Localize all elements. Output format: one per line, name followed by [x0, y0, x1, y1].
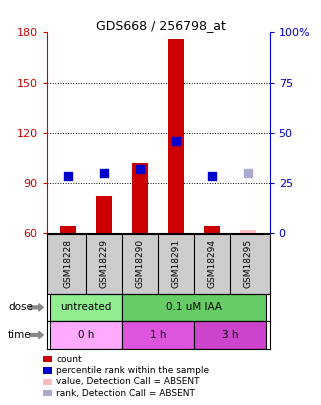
Text: untreated: untreated [60, 303, 112, 312]
Text: 1 h: 1 h [150, 330, 166, 340]
Bar [194, 321, 266, 349]
Bar [122, 321, 194, 349]
Bar [204, 226, 220, 233]
Text: count: count [56, 355, 82, 364]
Point [174, 138, 179, 144]
Point [246, 170, 251, 176]
Point [210, 173, 215, 179]
Bar [96, 196, 112, 233]
Bar [60, 226, 76, 233]
Bar [168, 39, 184, 233]
Text: GSM18291: GSM18291 [172, 239, 181, 288]
Text: 3 h: 3 h [222, 330, 238, 340]
Text: GSM18295: GSM18295 [244, 239, 253, 288]
Bar [50, 321, 122, 349]
Point [137, 166, 143, 173]
Text: 0.1 uM IAA: 0.1 uM IAA [166, 303, 222, 312]
Point [101, 170, 107, 176]
Text: GSM18294: GSM18294 [208, 239, 217, 288]
Bar [122, 294, 266, 321]
Bar [50, 294, 122, 321]
Text: time: time [8, 330, 32, 340]
Text: GSM18228: GSM18228 [64, 239, 73, 288]
Text: value, Detection Call = ABSENT: value, Detection Call = ABSENT [56, 377, 200, 386]
Text: GDS668 / 256798_at: GDS668 / 256798_at [96, 19, 225, 32]
Bar [132, 163, 148, 233]
Text: GSM18229: GSM18229 [100, 239, 108, 288]
Text: percentile rank within the sample: percentile rank within the sample [56, 366, 209, 375]
Text: rank, Detection Call = ABSENT: rank, Detection Call = ABSENT [56, 389, 195, 398]
Text: dose: dose [8, 303, 33, 312]
Text: GSM18290: GSM18290 [135, 239, 144, 288]
Bar [240, 230, 256, 233]
Point [65, 173, 71, 179]
Text: 0 h: 0 h [78, 330, 94, 340]
